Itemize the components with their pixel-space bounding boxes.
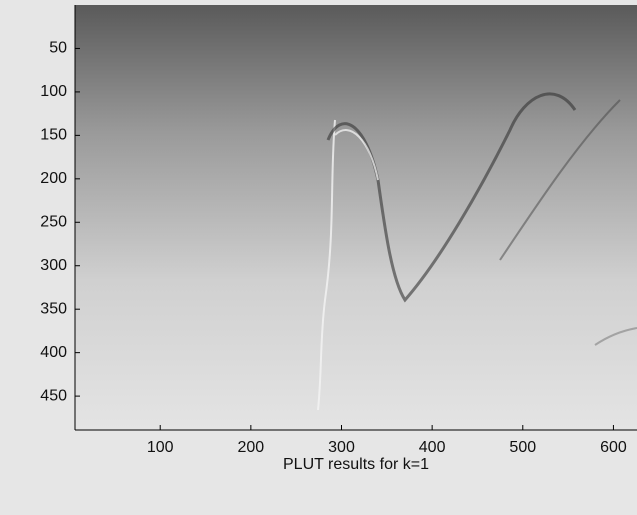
image-feature xyxy=(499,99,621,261)
image xyxy=(75,5,637,430)
y-tick-label: 350 xyxy=(40,300,67,317)
image-feature xyxy=(334,129,379,181)
image-area xyxy=(75,5,637,430)
x-axis-label: PLUT results for k=1 xyxy=(283,456,429,473)
x-tick-label: 400 xyxy=(419,439,446,456)
image-feature xyxy=(594,327,637,346)
y-tick-label: 400 xyxy=(40,344,67,361)
x-tick-label: 600 xyxy=(600,439,627,456)
y-tick-label: 450 xyxy=(40,387,67,404)
y-tick-label: 50 xyxy=(49,40,67,57)
image-feature xyxy=(317,119,336,411)
y-tick-label: 200 xyxy=(40,170,67,187)
x-tick-label: 100 xyxy=(147,439,174,456)
y-tick-label: 100 xyxy=(40,83,67,100)
x-tick-label: 500 xyxy=(509,439,536,456)
x-tick-label: 300 xyxy=(328,439,355,456)
x-tick-label: 200 xyxy=(238,439,265,456)
y-tick-label: 250 xyxy=(40,213,67,230)
y-tick-label: 300 xyxy=(40,257,67,274)
y-tick-label: 150 xyxy=(40,127,67,144)
